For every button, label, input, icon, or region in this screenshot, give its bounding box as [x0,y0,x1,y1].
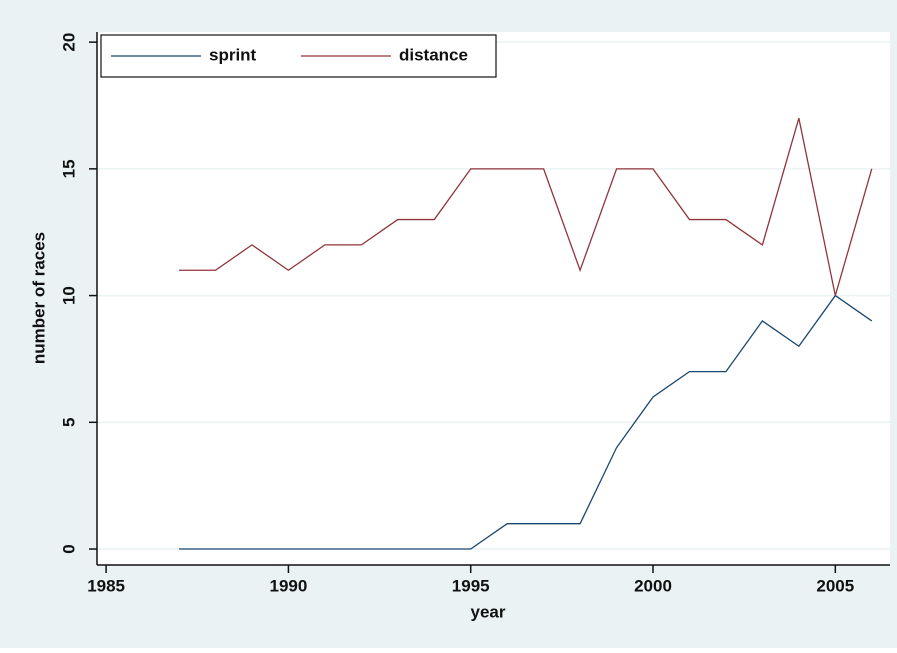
y-tick-label: 20 [59,33,78,52]
x-tick-label: 1985 [87,576,125,595]
legend-label: sprint [209,45,257,64]
y-axis-label: number of races [29,232,48,364]
x-tick-label: 1990 [269,576,307,595]
plot-area [97,32,890,565]
series-line [179,294,873,550]
y-tick-label: 0 [59,544,78,553]
y-tick-label: 15 [59,159,78,178]
legend-label: distance [399,45,468,64]
y-tick-label: 10 [59,286,78,305]
y-tick-label: 5 [59,418,78,427]
x-axis-label: year [471,602,506,621]
x-tick-label: 1995 [452,576,490,595]
x-tick-label: 2000 [634,576,672,595]
series-line [179,117,873,296]
x-tick-label: 2005 [816,576,854,595]
